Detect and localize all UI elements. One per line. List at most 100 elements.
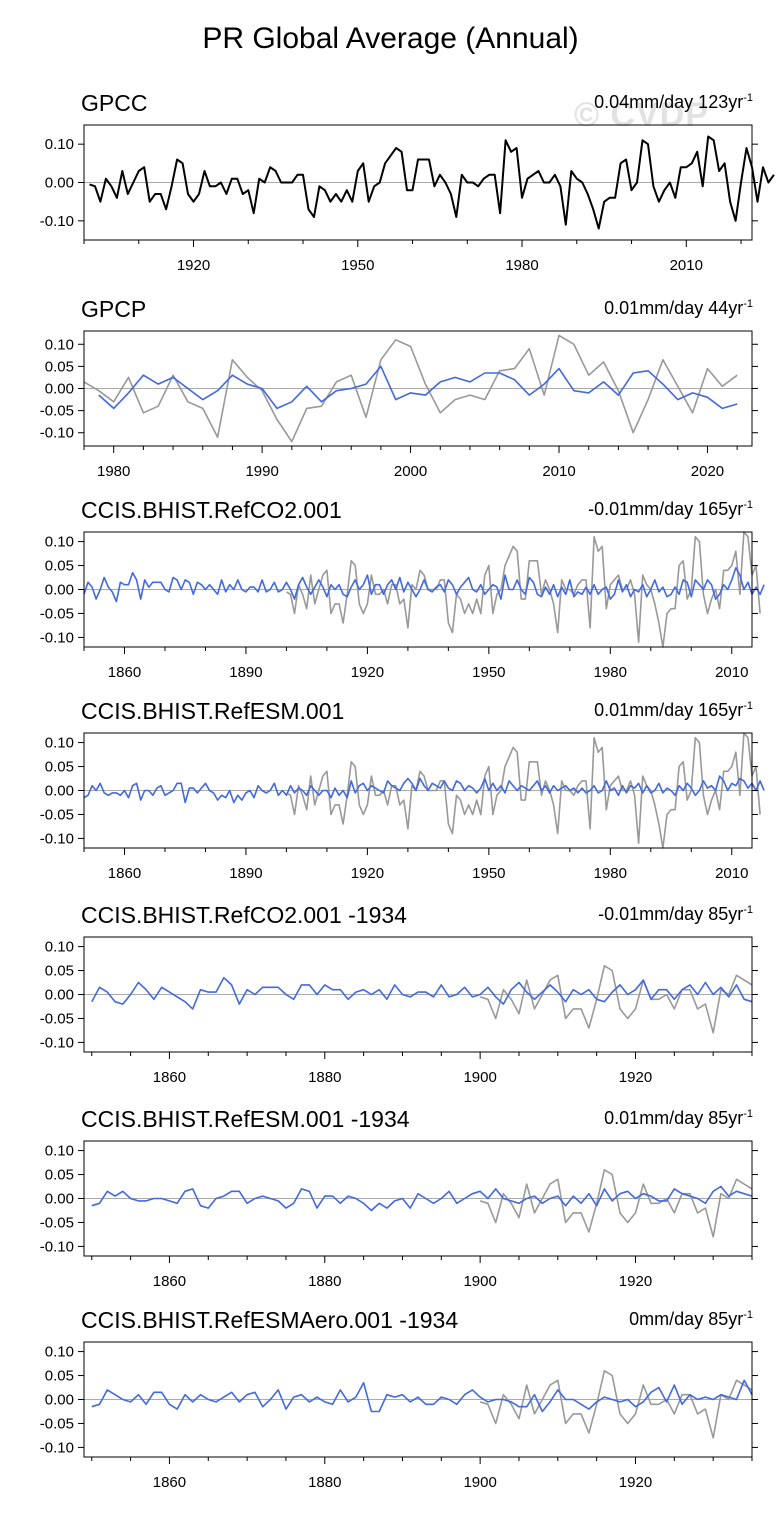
y-tick-label: -0.10	[40, 1439, 74, 1456]
panel-refesmaero-1934: CCIS.BHIST.RefESMAero.001 -1934 0mm/day …	[0, 1307, 781, 1507]
y-tick-label: -0.05	[40, 806, 74, 823]
trend-exponent: -1	[743, 298, 753, 310]
plot-gpcp: -0.10 -0.05 0.00 0.05 0.10 1980 1990 2000 2010 20…	[40, 330, 758, 480]
y-tick-label: 0.05	[45, 1167, 74, 1184]
y-tick-label: -0.10	[40, 425, 74, 442]
panel-refesm: CCIS.BHIST.RefESM.001 0.01mm/day 165yr-1…	[0, 698, 781, 898]
x-tick-label: 1950	[472, 664, 505, 681]
series-line-obs_ref	[285, 531, 761, 648]
series-line-model	[91, 976, 753, 1010]
trend-value: 0.04mm/day 123yr	[594, 92, 744, 112]
panel-trend: -0.01mm/day 85yr-1	[598, 904, 753, 925]
trend-exponent: -1	[743, 904, 753, 916]
y-tick-label: -0.05	[40, 1415, 74, 1432]
x-tick-label: 1860	[108, 664, 141, 681]
trend-value: 0mm/day 85yr	[629, 1309, 744, 1329]
chart-main-title: PR Global Average (Annual)	[202, 22, 579, 55]
x-tick-label: 1860	[153, 1273, 186, 1290]
panel-title: GPCP	[81, 296, 147, 322]
x-tick-label: 1980	[97, 463, 130, 480]
panel-title: GPCC	[81, 90, 148, 116]
series-line-obs_ref	[479, 1168, 753, 1238]
trend-value: 0.01mm/day 165yr	[594, 700, 744, 720]
panel-trend: 0.01mm/day 85yr-1	[604, 1108, 753, 1129]
y-tick-label: 0.00	[45, 783, 74, 800]
x-tick-label: 1880	[308, 1273, 341, 1290]
plot-refesm: -0.10 -0.05 0.00 0.05 0.10 1860 1890 1920 1950 19…	[40, 732, 765, 882]
series-line-model	[83, 775, 765, 804]
panel-gpcc: GPCC 0.04mm/day 123yr-1 -0.10 0.00 0.10 192…	[0, 90, 781, 290]
y-tick-label: -0.05	[40, 1214, 74, 1231]
trend-value: 0.01mm/day 85yr	[604, 1108, 744, 1128]
y-tick-label: 0.10	[45, 336, 74, 353]
x-tick-label: 1900	[463, 1273, 496, 1290]
x-tick-label: 1890	[229, 865, 262, 882]
series-line-model	[83, 567, 765, 603]
y-tick-label: -0.05	[40, 403, 74, 420]
x-tick-label: 2010	[715, 865, 748, 882]
trend-value: -0.01mm/day 165yr	[588, 499, 744, 519]
x-tick-label: 1900	[463, 1474, 496, 1491]
y-tick-label: 0.10	[45, 1143, 74, 1160]
x-tick-label: 1890	[229, 664, 262, 681]
y-tick-label: 0.00	[45, 987, 74, 1004]
x-tick-label: 1920	[177, 257, 210, 274]
panel-title: CCIS.BHIST.RefESM.001 -1934	[81, 1106, 410, 1132]
y-tick-label: 0.10	[45, 939, 74, 956]
series-line-model	[91, 1379, 753, 1413]
y-tick-label: 0.10	[45, 1344, 74, 1361]
x-tick-label: 2010	[542, 463, 575, 480]
y-tick-label: 0.00	[45, 582, 74, 599]
x-tick-label: 2010	[715, 664, 748, 681]
y-tick-label: -0.05	[40, 605, 74, 622]
y-tick-label: 0.05	[45, 558, 74, 575]
trend-exponent: -1	[743, 499, 753, 511]
panel-refco2-1934: CCIS.BHIST.RefCO2.001 -1934 -0.01mm/day …	[0, 902, 781, 1102]
trend-value: -0.01mm/day 85yr	[598, 904, 744, 924]
x-tick-label: 1950	[472, 865, 505, 882]
series-line-model	[91, 1185, 753, 1212]
panel-title: CCIS.BHIST.RefESM.001	[81, 698, 345, 724]
plot-refesm-1934: -0.10 -0.05 0.00 0.05 0.10 1860 1880 1900 1920	[40, 1140, 758, 1290]
panel-gpcp: GPCP 0.01mm/day 44yr-1 -0.10 -0.05 0.00 0.0…	[0, 296, 781, 496]
trend-exponent: -1	[743, 1309, 753, 1321]
plot-refesmaero-1934: -0.10 -0.05 0.00 0.05 0.10 1860 1880 1900 1920	[40, 1341, 758, 1491]
x-tick-label: 1880	[308, 1069, 341, 1086]
cvdp-watermark: © CVDP	[574, 96, 709, 134]
panel-refco2: CCIS.BHIST.RefCO2.001 -0.01mm/day 165yr-…	[0, 497, 781, 697]
panel-title: CCIS.BHIST.RefESMAero.001 -1934	[81, 1307, 459, 1333]
series-line-obs_ref	[285, 732, 761, 849]
panel-trend: 0mm/day 85yr-1	[629, 1309, 753, 1330]
y-tick-label: 0.05	[45, 759, 74, 776]
y-tick-label: 0.05	[45, 963, 74, 980]
y-tick-label: 0.05	[45, 358, 74, 375]
trend-value: 0.01mm/day 44yr	[604, 298, 744, 318]
plot-refco2-1934: -0.10 -0.05 0.00 0.05 0.10 1860 1880 1900 1920	[40, 936, 758, 1086]
y-tick-label: 0.05	[45, 1368, 74, 1385]
x-tick-label: 1920	[619, 1273, 652, 1290]
series-line-obs_ref	[479, 1369, 753, 1439]
y-tick-label: 0.00	[45, 381, 74, 398]
panel-trend: 0.04mm/day 123yr-1	[594, 92, 753, 113]
trend-exponent: -1	[743, 92, 753, 104]
y-tick-label: 0.10	[45, 136, 74, 153]
x-tick-label: 1860	[108, 865, 141, 882]
y-tick-label: 0.10	[45, 534, 74, 551]
x-tick-label: 1920	[351, 865, 384, 882]
panel-refesm-1934: CCIS.BHIST.RefESM.001 -1934 0.01mm/day 8…	[0, 1106, 781, 1306]
y-tick-label: -0.10	[40, 1238, 74, 1255]
panel-trend: -0.01mm/day 165yr-1	[588, 499, 753, 520]
x-tick-label: 1980	[594, 664, 627, 681]
y-tick-label: 0.00	[45, 1191, 74, 1208]
panel-trend: 0.01mm/day 165yr-1	[594, 700, 753, 721]
x-tick-label: 1900	[463, 1069, 496, 1086]
x-tick-label: 2000	[394, 463, 427, 480]
y-tick-label: -0.10	[40, 1034, 74, 1051]
x-tick-label: 1880	[308, 1474, 341, 1491]
x-tick-label: 1860	[153, 1474, 186, 1491]
series-line-obs	[89, 135, 775, 230]
x-tick-label: 2020	[691, 463, 724, 480]
series-line-obs_ref	[479, 964, 753, 1034]
y-tick-label: 0.00	[45, 1392, 74, 1409]
plot-gpcc: -0.10 0.00 0.10 1920 1950 1980 2010	[40, 124, 775, 274]
